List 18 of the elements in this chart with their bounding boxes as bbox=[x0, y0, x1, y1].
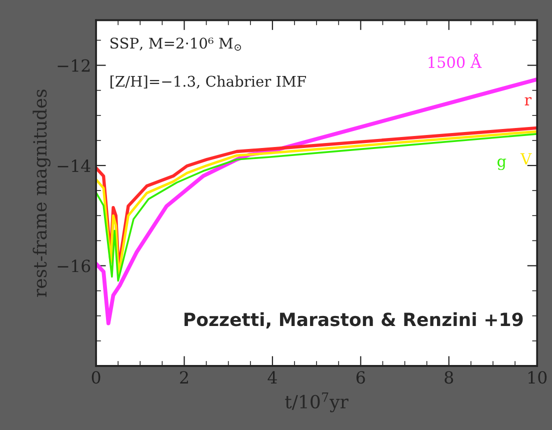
annotation: Pozzetti, Maraston & Renzini +19 bbox=[184, 312, 523, 329]
annotation: [Z/H]=−1.3, Chabrier IMF bbox=[110, 76, 306, 89]
x-tick-label: 6 bbox=[356, 371, 365, 384]
annotation: SSP, M=2·10⁶ M$_{⊙}$ bbox=[110, 38, 241, 51]
x-tick-label: 0 bbox=[92, 371, 100, 384]
y-tick-label: −12 bbox=[58, 59, 90, 72]
x-tick-label: 2 bbox=[180, 371, 188, 384]
x-tick-label: 8 bbox=[444, 371, 454, 384]
series-label: g bbox=[498, 158, 506, 170]
series-label: 1500 Å bbox=[428, 54, 482, 68]
series-label: r bbox=[524, 97, 532, 106]
x-tick-label: 4 bbox=[268, 371, 277, 384]
x-axis-title: t/10$^{7}$yr bbox=[285, 392, 348, 412]
y-axis-title: rest-frame magnitudes bbox=[32, 90, 50, 297]
series-label: V bbox=[520, 153, 532, 164]
x-tick-label: 10 bbox=[528, 371, 547, 384]
y-tick-label: −14 bbox=[58, 159, 90, 172]
y-tick-label: −16 bbox=[58, 260, 90, 272]
